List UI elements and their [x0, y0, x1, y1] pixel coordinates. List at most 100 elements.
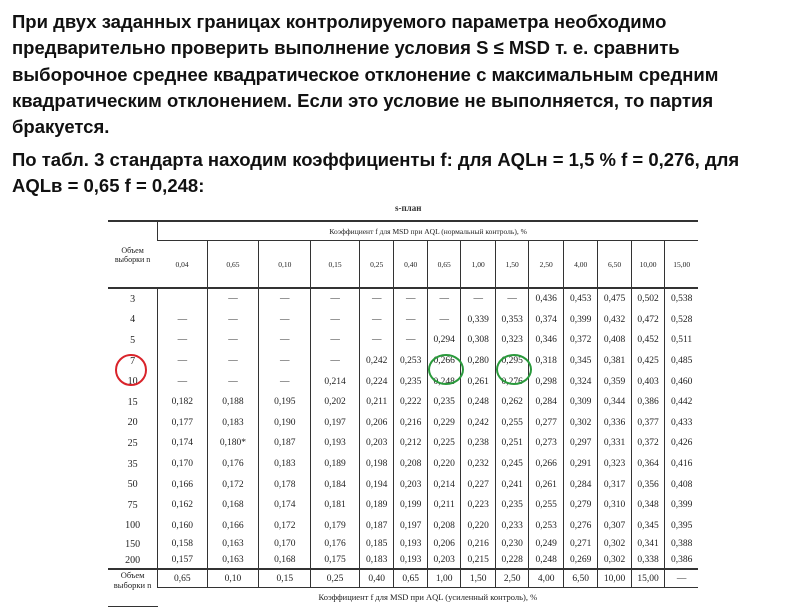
coefficient-cell: — — [358, 330, 394, 351]
aql-normal-header: 0,15 — [310, 240, 360, 289]
coefficient-cell: 0,416 — [664, 453, 698, 475]
coefficient-cell: 0,248 — [528, 552, 564, 570]
coefficient-cell: 0,475 — [597, 288, 632, 310]
coefficient-cell: 0,502 — [630, 288, 665, 310]
coefficient-cell: 0,372 — [630, 433, 665, 454]
coefficient-cell: 0,216 — [393, 412, 428, 434]
table-row: 7— — — —0,242 0,253 0,266 0,280 0,295 0,318 0,345… — [108, 350, 698, 372]
coefficient-cell: 0,460 — [664, 371, 698, 392]
sample-size-cell: 200 — [125, 554, 141, 566]
coefficient-cell: 0,157 — [157, 552, 208, 570]
coefficient-cell: 0,233 — [494, 515, 529, 537]
coefficient-cell: 0,276 — [562, 515, 598, 537]
coefficient-cell: 0,395 — [664, 515, 698, 537]
coefficient-cell: 0,214 — [310, 371, 360, 392]
coefficient-cell: 0,538 — [664, 288, 698, 310]
coefficient-cell: 0,184 — [310, 474, 360, 495]
table-row: 10— — —0,214 0,224 0,235 0,248 0,261 0,276 0,298… — [108, 371, 698, 392]
coefficient-cell: 0,248 — [460, 391, 496, 413]
coefficient-cell: 0,227 — [460, 474, 496, 495]
coefficient-cell: 0,193 — [393, 552, 428, 570]
coefficient-cell: 0,235 — [494, 494, 529, 516]
coefficient-cell: 0,485 — [664, 350, 698, 372]
coefficient-cell: 0,206 — [426, 536, 461, 553]
coefficient-cell: 0,166 — [206, 515, 259, 537]
coefficient-cell: 0,232 — [460, 453, 496, 475]
coefficient-cell: 0,364 — [630, 453, 665, 475]
coefficient-cell: 0,188 — [206, 391, 259, 413]
coefficient-cell: 0,215 — [460, 552, 496, 570]
coefficient-cell: 0,178 — [258, 474, 311, 495]
coefficient-cell: 0,212 — [393, 433, 428, 454]
aql-normal-header: 0,04 — [157, 240, 208, 289]
coefficient-cell: — — [310, 330, 360, 351]
coefficient-cell: — — [426, 309, 461, 331]
sample-size-cell: 15 — [127, 396, 138, 408]
coefficient-cell: 0,436 — [528, 288, 564, 310]
coefficient-cell: 0,176 — [310, 536, 360, 553]
coefficient-cell: 0,291 — [562, 453, 598, 475]
coefficient-cell: 0,160 — [157, 515, 208, 537]
coefficient-cell: — — [393, 330, 428, 351]
coefficient-cell: 0,170 — [258, 536, 311, 553]
table-row: 20 0,177 0,183 0,190 0,197 0,206 0,216 0,229 0,2… — [108, 412, 698, 434]
coefficient-cell: 0,323 — [597, 453, 632, 475]
coefficient-cell: — — [494, 288, 529, 310]
coefficient-cell: 0,198 — [358, 453, 394, 475]
aql-tightened-cell: 1,50 — [460, 568, 496, 589]
coefficient-cell: 0,197 — [393, 515, 428, 537]
aql-normal-header: 15,00 — [664, 240, 698, 289]
coefficient-cell: 0,381 — [597, 350, 632, 372]
red-circle-n10 — [115, 354, 147, 386]
coefficient-cell: 0,302 — [562, 412, 598, 434]
coefficient-cell: 0,228 — [494, 552, 529, 570]
coefficient-cell: 0,345 — [562, 350, 598, 372]
coefficient-cell: 0,168 — [206, 494, 259, 516]
coefficient-cell: — — [157, 371, 208, 392]
coefficient-cell: 0,472 — [630, 309, 665, 331]
coefficient-cell: 0,242 — [358, 350, 394, 372]
coefficient-cell: 0,308 — [460, 330, 496, 351]
table-row: 50 0,166 0,172 0,178 0,184 0,194 0,203 0,214 0,2… — [108, 474, 698, 495]
coefficient-cell: 0,181 — [310, 494, 360, 516]
sample-size-cell: 100 — [125, 520, 141, 532]
coefficient-cell: — — [258, 330, 311, 351]
coefficient-cell: — — [426, 288, 461, 310]
coefficient-cell: 0,279 — [562, 494, 598, 516]
table-row: 15 0,182 0,188 0,195 0,202 0,211 0,222 0,235 0,2… — [108, 391, 698, 413]
coefficient-cell: 0,323 — [494, 330, 529, 351]
coefficient-cell: 0,345 — [630, 515, 665, 537]
coefficient-cell: 0,280 — [460, 350, 496, 372]
coefficient-cell: — — [393, 288, 428, 310]
aql-tightened-cell: 0,65 — [157, 568, 208, 589]
aql-tightened-cell: — — [664, 568, 698, 589]
sample-size-cell: 20 — [127, 417, 138, 429]
aql-normal-header: 0,10 — [258, 240, 311, 289]
coefficient-cell: 0,229 — [426, 412, 461, 434]
coefficient-cell: 0,284 — [562, 474, 598, 495]
coefficient-cell: 0,245 — [494, 453, 529, 475]
aql-tightened-cell: 0,25 — [310, 568, 360, 589]
coefficient-cell: 0,255 — [494, 412, 529, 434]
aql-tightened-cell: 0,40 — [358, 568, 394, 589]
coefficient-cell: 0,220 — [426, 453, 461, 475]
top-caption: Коэффициент f для MSD при AQL (нормальны… — [157, 220, 698, 241]
coefficient-cell: — — [393, 309, 428, 331]
coefficient-cell: 0,158 — [157, 536, 208, 553]
coefficient-cell: 0,310 — [597, 494, 632, 516]
sample-size-cell: 3 — [130, 293, 136, 305]
sample-size-cell: 35 — [127, 458, 138, 470]
sample-size-cell: 150 — [125, 538, 141, 550]
coefficient-cell: 0,346 — [528, 330, 564, 351]
coefficient-cell: 0,399 — [664, 494, 698, 516]
coefficient-cell: 0,425 — [630, 350, 665, 372]
coefficient-cell: — — [157, 330, 208, 351]
coefficient-cell: — — [460, 288, 496, 310]
coefficient-cell: — — [206, 288, 259, 310]
coefficient-cell: 0,203 — [393, 474, 428, 495]
intro-paragraph: При двух заданных границах контролируемо… — [12, 11, 719, 138]
coefficient-cell: 0,356 — [630, 474, 665, 495]
coefficient-cell: 0,331 — [597, 433, 632, 454]
coefficient-cell: 0,175 — [310, 552, 360, 570]
sample-size-cell: 50 — [127, 479, 138, 491]
